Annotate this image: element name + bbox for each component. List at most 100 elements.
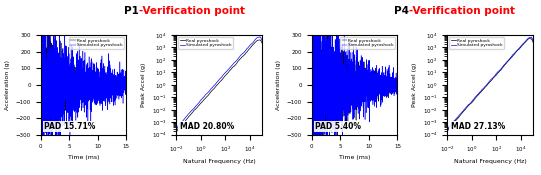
Simulated pyroshock [392,88,398,90]
Line: Simulated pyroshock: Simulated pyroshock [41,10,127,161]
X-axis label: Time (ms): Time (ms) [339,155,370,160]
Simulated pyroshock [348,87,354,89]
Real pyroshock [376,88,382,90]
X-axis label: Natural Frequency (Hz): Natural Frequency (Hz) [183,159,255,164]
Simulated pyroshock [51,9,57,11]
Simulated pyroshock [376,82,382,84]
Text: MAD 27.13%: MAD 27.13% [451,122,505,131]
Real pyroshock [121,83,127,86]
Simulated pyroshock [496,69,503,71]
Text: P4: P4 [394,5,409,16]
Simulated pyroshock [79,79,85,81]
Simulated pyroshock [522,41,528,43]
Line: Simulated pyroshock: Simulated pyroshock [176,37,262,131]
Simulated pyroshock [308,84,315,86]
Simulated pyroshock [494,71,501,73]
Real pyroshock [495,72,502,74]
Simulated pyroshock [123,85,130,87]
Legend: Real pyroshock, Simulated pyroshock: Real pyroshock, Simulated pyroshock [69,37,124,49]
Real pyroshock [105,87,111,89]
Real pyroshock [250,43,257,45]
Simulated pyroshock [444,130,451,132]
Real pyroshock [77,90,83,93]
Real pyroshock [530,41,536,43]
Real pyroshock [173,132,180,134]
Real pyroshock [224,73,230,75]
Real pyroshock [223,73,230,75]
Real pyroshock [313,66,319,68]
Real pyroshock [245,49,252,51]
Simulated pyroshock [173,129,180,131]
Text: PAD 5.40%: PAD 5.40% [315,122,361,131]
Real pyroshock [522,41,528,44]
Y-axis label: Acceleration (g): Acceleration (g) [276,60,281,110]
Y-axis label: Peak Accel (g): Peak Accel (g) [141,63,146,107]
Real pyroshock [123,85,130,87]
Simulated pyroshock [392,77,398,79]
Simulated pyroshock [313,93,319,95]
Simulated pyroshock [350,44,357,46]
Real pyroshock [308,84,315,86]
Line: Real pyroshock: Real pyroshock [447,38,533,133]
Simulated pyroshock [105,81,111,83]
Simulated pyroshock [121,90,127,92]
Real pyroshock [444,132,450,134]
Simulated pyroshock [224,70,230,72]
Text: -Verification point: -Verification point [139,5,245,16]
Line: Simulated pyroshock: Simulated pyroshock [447,37,533,132]
Simulated pyroshock [495,70,502,72]
Real pyroshock [494,72,501,74]
Simulated pyroshock [77,55,83,57]
Legend: Real pyroshock, Simulated pyroshock: Real pyroshock, Simulated pyroshock [179,37,233,49]
Real pyroshock [392,81,398,83]
Real pyroshock [350,87,357,89]
Real pyroshock [173,133,179,135]
Simulated pyroshock [245,46,252,48]
Real pyroshock [259,42,265,44]
X-axis label: Natural Frequency (Hz): Natural Frequency (Hz) [453,159,526,164]
Real pyroshock [121,84,127,86]
Legend: Real pyroshock, Simulated pyroshock: Real pyroshock, Simulated pyroshock [340,37,395,49]
Legend: Real pyroshock, Simulated pyroshock: Real pyroshock, Simulated pyroshock [450,37,504,49]
Real pyroshock [392,83,398,85]
Text: P1: P1 [124,5,139,16]
Line: Real pyroshock: Real pyroshock [41,3,127,153]
Simulated pyroshock [528,36,535,38]
Real pyroshock [516,48,523,50]
Simulated pyroshock [223,70,230,72]
Line: Simulated pyroshock: Simulated pyroshock [312,0,398,175]
Simulated pyroshock [256,36,262,38]
Y-axis label: Peak Accel (g): Peak Accel (g) [412,63,417,107]
Line: Real pyroshock: Real pyroshock [312,0,398,175]
Real pyroshock [42,104,48,106]
Simulated pyroshock [42,71,48,74]
Real pyroshock [256,39,262,41]
Simulated pyroshock [444,131,450,133]
Line: Real pyroshock: Real pyroshock [176,40,262,134]
Text: -Verification point: -Verification point [409,5,515,16]
Real pyroshock [444,131,451,133]
Real pyroshock [37,84,44,86]
Real pyroshock [226,71,232,73]
Real pyroshock [496,70,503,72]
Simulated pyroshock [173,130,179,132]
X-axis label: Time (ms): Time (ms) [68,155,99,160]
Text: PAD 15.71%: PAD 15.71% [44,122,95,131]
Y-axis label: Acceleration (g): Acceleration (g) [5,60,10,110]
Simulated pyroshock [516,47,523,49]
Real pyroshock [348,76,354,78]
Simulated pyroshock [121,81,127,83]
Real pyroshock [394,79,401,81]
Real pyroshock [526,37,533,40]
Simulated pyroshock [37,84,44,86]
Text: MAD 20.80%: MAD 20.80% [180,122,234,131]
Simulated pyroshock [226,68,232,70]
Simulated pyroshock [394,89,401,91]
Simulated pyroshock [259,39,265,41]
Real pyroshock [41,152,47,155]
Real pyroshock [47,2,53,4]
Simulated pyroshock [530,39,536,41]
Simulated pyroshock [54,160,60,162]
Simulated pyroshock [250,40,257,43]
Real pyroshock [79,86,85,89]
